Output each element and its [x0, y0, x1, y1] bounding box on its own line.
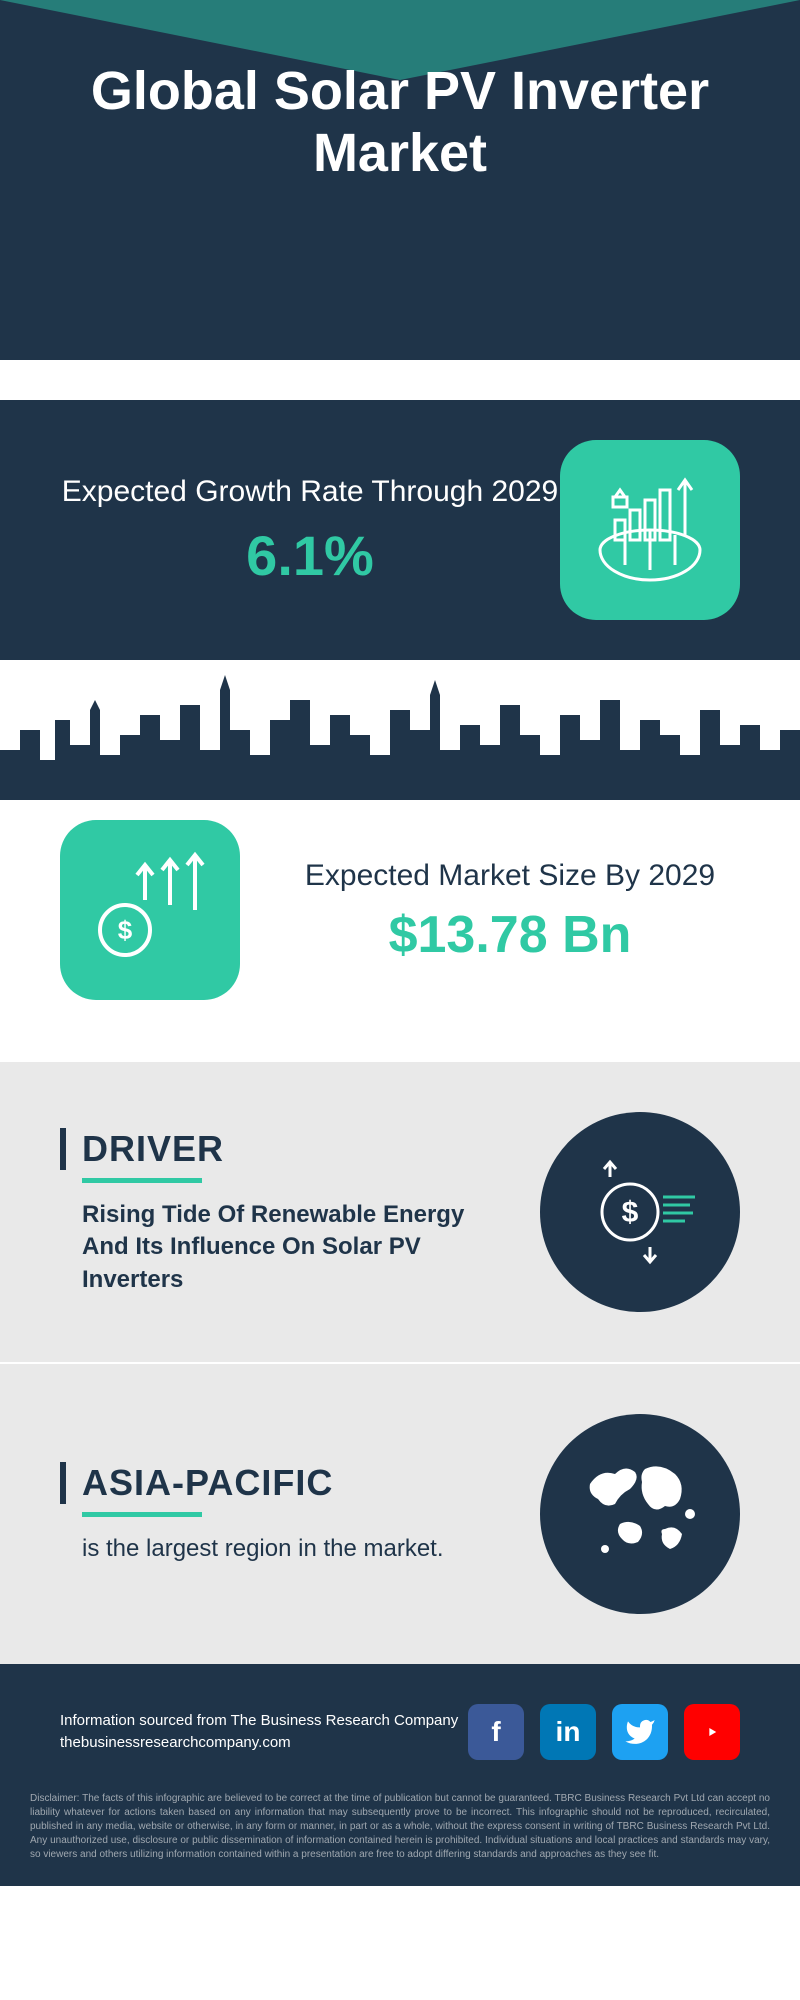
growth-value: 6.1%	[60, 523, 560, 588]
skyline-divider	[0, 660, 800, 800]
globe-icon	[540, 1414, 740, 1614]
disclaimer-text: Disclaimer: The facts of this infographi…	[0, 1780, 800, 1886]
twitter-icon[interactable]	[612, 1704, 668, 1760]
region-text-block: ASIA-PACIFIC is the largest region in th…	[60, 1462, 500, 1565]
driver-body: Rising Tide Of Renewable Energy And Its …	[60, 1199, 500, 1296]
growth-rate-section: Expected Growth Rate Through 2029 6.1%	[0, 400, 800, 660]
driver-section: DRIVER Rising Tide Of Renewable Energy A…	[0, 1060, 800, 1362]
driver-text-block: DRIVER Rising Tide Of Renewable Energy A…	[60, 1128, 500, 1296]
driver-heading: DRIVER	[60, 1128, 500, 1170]
market-size-icon: $	[60, 820, 240, 1000]
facebook-icon[interactable]: f	[468, 1704, 524, 1760]
footer-line1: Information sourced from The Business Re…	[60, 1710, 458, 1733]
market-size-section: $ Expected Market Size By 2029 $13.78 Bn	[0, 800, 800, 1060]
heading-underline	[82, 1512, 202, 1517]
growth-chart-icon	[560, 440, 740, 620]
main-title: Global Solar PV Inverter Market	[0, 0, 800, 184]
spacer	[0, 360, 800, 400]
svg-text:$: $	[118, 915, 133, 945]
linkedin-icon[interactable]: in	[540, 1704, 596, 1760]
driver-circle-icon: $	[540, 1112, 740, 1312]
svg-text:$: $	[622, 1196, 639, 1229]
footer-source: Information sourced from The Business Re…	[60, 1710, 458, 1755]
city-skyline-icon	[0, 660, 800, 800]
region-body: is the largest region in the market.	[60, 1533, 500, 1565]
market-size-text-block: Expected Market Size By 2029 $13.78 Bn	[280, 856, 740, 965]
market-size-value: $13.78 Bn	[280, 905, 740, 965]
footer-line2: thebusinessresearchcompany.com	[60, 1732, 458, 1755]
header-banner: Global Solar PV Inverter Market	[0, 0, 800, 360]
region-section: ASIA-PACIFIC is the largest region in th…	[0, 1362, 800, 1664]
youtube-icon[interactable]	[684, 1704, 740, 1760]
growth-text-block: Expected Growth Rate Through 2029 6.1%	[60, 472, 560, 588]
region-heading: ASIA-PACIFIC	[60, 1462, 500, 1504]
market-size-label: Expected Market Size By 2029	[280, 856, 740, 895]
social-links: f in	[468, 1704, 740, 1760]
heading-underline	[82, 1178, 202, 1183]
growth-label: Expected Growth Rate Through 2029	[60, 472, 560, 511]
footer-bar: Information sourced from The Business Re…	[0, 1664, 800, 1780]
